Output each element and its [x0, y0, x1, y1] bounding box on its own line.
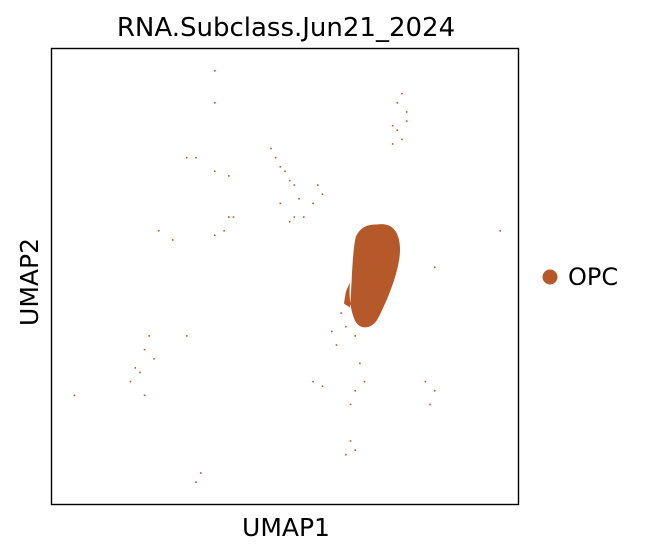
x-axis-label: UMAP1	[242, 513, 330, 542]
data-point	[139, 371, 141, 374]
data-point	[129, 380, 132, 383]
data-point	[354, 389, 356, 392]
data-point	[331, 330, 333, 333]
data-point	[270, 147, 272, 150]
y-axis-label: UMAP2	[15, 238, 44, 326]
data-point	[354, 449, 356, 451]
data-point	[401, 138, 403, 141]
data-point	[214, 102, 216, 104]
data-point	[214, 234, 216, 237]
data-point	[157, 230, 160, 232]
points-layer	[73, 70, 502, 483]
data-point	[195, 156, 197, 159]
data-point	[354, 293, 356, 296]
data-point	[223, 230, 225, 232]
data-point	[391, 124, 394, 127]
data-point	[321, 385, 324, 387]
data-point	[345, 453, 347, 456]
data-point	[363, 289, 366, 292]
data-point	[316, 184, 319, 186]
data-point	[171, 239, 174, 241]
data-point	[302, 216, 305, 218]
data-point	[148, 335, 151, 337]
data-point	[312, 380, 314, 383]
data-point	[143, 348, 146, 351]
data-point	[279, 202, 282, 205]
data-point	[405, 120, 408, 122]
legend-label: OPC	[568, 263, 618, 291]
data-point	[274, 156, 277, 159]
data-point	[433, 266, 436, 269]
data-point	[153, 357, 155, 360]
opc-main-cluster	[343, 224, 401, 328]
legend-marker	[542, 269, 558, 285]
data-point	[354, 335, 356, 337]
data-point	[298, 198, 300, 200]
data-point	[396, 129, 399, 132]
data-point	[363, 380, 366, 383]
data-point	[293, 216, 296, 218]
data-point	[199, 472, 202, 474]
data-point	[73, 394, 76, 397]
plot-frame	[50, 47, 520, 506]
data-point	[293, 184, 296, 186]
data-point	[345, 325, 347, 328]
data-point	[349, 403, 352, 406]
data-point	[424, 380, 427, 383]
chart-title: RNA.Subclass.Jun21_2024	[117, 13, 455, 43]
data-point	[368, 298, 371, 301]
data-point	[312, 202, 314, 205]
data-point	[185, 335, 188, 337]
legend: OPC	[542, 263, 618, 291]
data-point	[429, 403, 431, 406]
data-point	[228, 216, 230, 218]
data-point	[232, 216, 235, 218]
data-point	[405, 111, 408, 113]
data-point	[228, 175, 230, 177]
data-point	[284, 170, 286, 173]
data-point	[321, 193, 324, 196]
data-point	[401, 92, 403, 95]
data-point	[349, 440, 352, 442]
data-point	[433, 389, 436, 392]
data-point	[279, 166, 282, 168]
data-point	[340, 312, 342, 314]
data-point	[359, 362, 361, 365]
data-point	[143, 394, 146, 397]
data-point	[134, 367, 137, 369]
data-point	[335, 344, 338, 346]
data-point	[214, 70, 216, 72]
data-point	[185, 156, 188, 159]
data-point	[349, 303, 352, 305]
data-point	[373, 303, 375, 305]
data-point	[288, 179, 291, 182]
data-point	[391, 143, 394, 145]
data-point	[396, 102, 399, 104]
data-point	[359, 261, 361, 264]
data-point	[499, 230, 502, 232]
data-point	[195, 481, 197, 483]
data-point	[214, 170, 216, 173]
data-point	[288, 220, 291, 223]
